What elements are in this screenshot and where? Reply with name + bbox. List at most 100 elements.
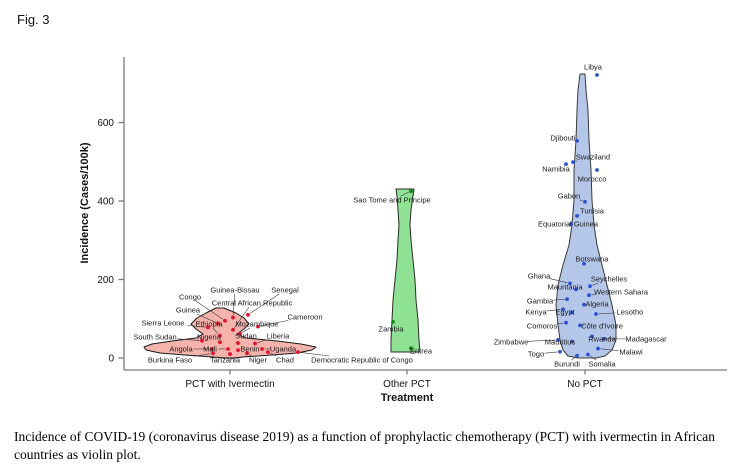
data-point-benin <box>236 348 240 353</box>
data-point-central-african-republic <box>231 327 235 332</box>
data-point-uganda <box>260 347 264 351</box>
leader-line-somalia <box>589 355 597 361</box>
country-label-djibouti: Djibouti <box>550 134 575 143</box>
country-label-benin: Benin <box>240 345 259 354</box>
leader-line-malawi <box>600 348 619 351</box>
data-point-angola <box>210 347 214 351</box>
country-label-guinea: Guinea <box>176 306 201 315</box>
violin-no-pct <box>555 73 617 359</box>
x-category-label-other-pct: Other PCT <box>383 379 431 390</box>
leader-line-senegal <box>249 293 280 314</box>
data-point-mozambique <box>238 331 242 336</box>
data-point-chad <box>266 350 270 355</box>
country-label-angola: Angola <box>169 345 193 354</box>
country-label-togo: Togo <box>528 350 544 359</box>
data-point-botswana <box>582 261 586 266</box>
leader-line-gambia <box>552 298 565 301</box>
country-label-botswana: Botswana <box>576 255 610 264</box>
country-label-burundi: Burundi <box>554 360 580 369</box>
y-tick-label: 600 <box>97 118 114 129</box>
country-label-ethiopia: Ethiopia <box>195 320 223 329</box>
country-label-ghana: Ghana <box>528 272 551 281</box>
y-axis-title: Incidence (Cases/100k) <box>79 142 91 263</box>
country-label-south-sudan: South Sudan <box>133 333 176 342</box>
data-point-gabon <box>583 199 587 204</box>
country-label-eritrea: Eritrea <box>410 347 433 356</box>
data-point-libya <box>595 73 599 77</box>
leader-line-burundi <box>571 357 576 361</box>
country-label-mauritania: Mauritania <box>547 283 583 292</box>
country-label-zambia: Zambia <box>378 325 404 334</box>
data-point-djibouti <box>575 139 579 143</box>
data-point-togo <box>558 349 562 354</box>
country-label-sudan: Sudan <box>235 332 257 341</box>
country-label-egypt: Egypt <box>555 308 575 317</box>
data-point-mali <box>226 347 230 351</box>
violin-pct-with-ivermectin <box>143 307 317 359</box>
data-point-nigeria <box>218 340 222 345</box>
leader-line-ghana <box>549 278 568 284</box>
data-point-south-sudan <box>200 338 204 343</box>
country-label-chad: Chad <box>276 356 294 365</box>
figure-label: Fig. 3 <box>17 12 50 27</box>
leader-line-lesotho <box>598 312 616 315</box>
country-label-mauritius: Mauritius <box>545 338 576 347</box>
y-tick-label: 200 <box>97 275 114 286</box>
country-label-uganda: Uganda <box>270 345 297 354</box>
country-label-liberia: Liberia <box>267 332 290 341</box>
data-point-sudan <box>236 341 240 345</box>
data-point-equatorial-guinea <box>569 222 573 227</box>
leader-line-south-sudan <box>177 338 200 341</box>
leader-line-ethiopia <box>212 327 219 335</box>
data-point-kenya <box>561 307 565 312</box>
data-point-comoros <box>564 320 568 325</box>
country-label-niger: Niger <box>249 356 267 365</box>
leader-line-congo <box>195 300 224 320</box>
data-point-swaziland <box>571 160 575 165</box>
country-label-tunisia: Tunisia <box>580 207 605 216</box>
leader-line-kenya <box>546 309 561 312</box>
leader-line-togo <box>544 351 558 354</box>
country-label-cameroon: Cameroon <box>287 313 322 322</box>
data-point-cameroon <box>256 324 260 329</box>
data-point-mauritius <box>570 339 574 344</box>
data-point-ghana <box>568 281 572 286</box>
y-tick-label: 400 <box>97 197 114 208</box>
leader-line-democratic-republic-of-congo <box>300 352 330 357</box>
data-point-rwanda <box>590 334 594 339</box>
country-label-kenya: Kenya <box>525 308 547 317</box>
data-point-guinea-bissau <box>231 315 235 320</box>
data-point-malawi <box>596 346 600 351</box>
country-label-democratic-republic-of-congo: Democratic Republic of Congo <box>311 356 413 365</box>
leader-line-mozambique <box>242 327 251 333</box>
country-label-congo: Congo <box>179 293 201 302</box>
data-point-morocco <box>595 168 599 172</box>
country-label-tanzania: Tanzania <box>210 356 241 365</box>
data-point-burkina-faso <box>211 351 215 356</box>
data-point-ethiopia <box>218 333 222 338</box>
country-label-zimbabwe: Zimbabwe <box>494 338 529 347</box>
leader-line-zimbabwe <box>527 339 556 342</box>
data-point-tanzania <box>228 352 232 356</box>
leader-line-niger <box>248 354 252 357</box>
leader-line-guinea-bissau <box>232 293 236 316</box>
data-point-eritrea <box>409 346 413 351</box>
data-point-burundi <box>575 353 579 358</box>
leader-line-sao-tome-and-principe <box>400 191 409 197</box>
country-label-rwanda: Rwanda <box>588 335 616 344</box>
leader-line-seychelles <box>592 282 599 286</box>
data-point-namibia <box>564 162 568 167</box>
data-point-western-sahara <box>587 293 591 298</box>
country-label-madagascar: Madagascar <box>625 335 667 344</box>
data-point-senegal <box>246 312 250 317</box>
data-point-mauritania <box>574 287 578 292</box>
country-label-nigeria: Nigeria <box>197 333 222 342</box>
data-point-egypt <box>570 310 574 315</box>
data-point-somalia <box>586 352 590 357</box>
leader-line-cameroon <box>260 320 289 327</box>
country-label-gambia: Gambia <box>527 297 554 306</box>
data-point-gambia <box>565 297 569 302</box>
data-point-zimbabwe <box>556 338 560 342</box>
data-point-zambia <box>391 319 395 324</box>
